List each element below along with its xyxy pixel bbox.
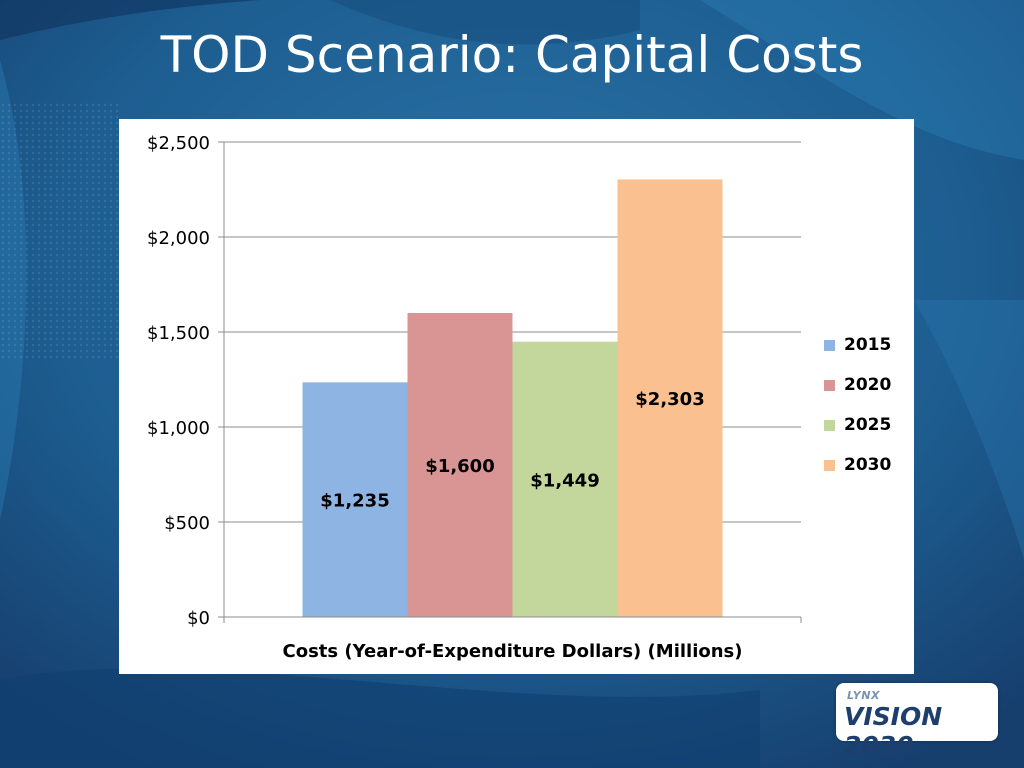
chart-legend: 2015 2020 2025 2030 [824,325,910,485]
legend-swatch [824,419,835,431]
legend-item-2025: 2025 [824,405,910,445]
y-tick-label: $500 [164,513,210,534]
bar-2025 [512,341,618,617]
x-axis-category-label: Costs (Year-of-Expenditure Dollars) (Mil… [283,641,743,662]
logo-vision-text: VISION 2030 [844,702,943,760]
y-tick-label: $1,500 [147,323,210,344]
bar-2030 [617,179,723,617]
legend-label: 2030 [844,455,892,475]
data-label-2015: $1,235 [320,491,389,512]
slide-title: TOD Scenario: Capital Costs [160,26,864,84]
chart-card: $0 $500 $1,000 $1,500 $2,000 $2,500 $1,235 $1,6… [119,119,914,674]
legend-item-2020: 2020 [824,365,910,405]
legend-label: 2020 [844,375,892,395]
y-tick-label: $2,500 [147,133,210,154]
y-tick-label: $2,000 [147,228,210,249]
logo-lynx-text: LYNX [847,689,880,702]
legend-label: 2025 [844,415,892,435]
legend-item-2015: 2015 [824,325,910,365]
legend-label: 2015 [844,335,892,355]
bar-2015 [302,382,408,617]
legend-item-2030: 2030 [824,445,910,485]
legend-swatch [824,459,835,471]
y-tick-label: $0 [187,608,210,629]
legend-swatch [824,339,835,351]
bar-2020 [407,313,513,617]
bar-chart: $0 $500 $1,000 $1,500 $2,000 $2,500 $1,235 $1,6… [147,133,802,662]
y-tick-label: $1,000 [147,418,210,439]
data-label-2020: $1,600 [425,456,494,477]
lynx-vision-2030-logo: LYNX VISION 2030 [836,683,998,760]
data-label-2025: $1,449 [530,470,599,491]
legend-swatch [824,379,835,391]
data-label-2030: $2,303 [635,389,704,410]
